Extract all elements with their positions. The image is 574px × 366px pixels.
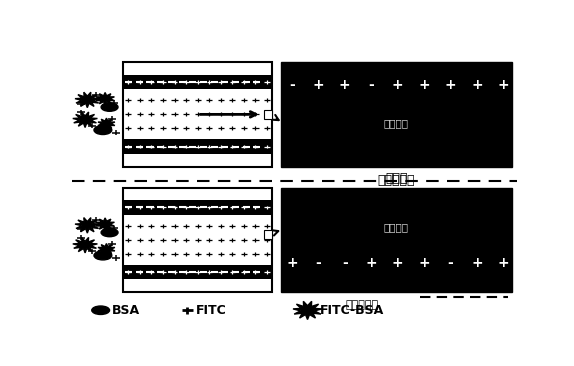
Text: -: -	[342, 256, 348, 270]
Bar	[123, 62, 272, 167]
Text: +: +	[339, 78, 351, 92]
Ellipse shape	[101, 228, 118, 237]
Text: -: -	[448, 256, 453, 270]
Text: FITC-BSA: FITC-BSA	[320, 304, 384, 317]
Text: -: -	[369, 78, 374, 92]
Ellipse shape	[101, 103, 118, 111]
Bar	[123, 75, 272, 89]
Text: +: +	[418, 256, 430, 270]
Text: 负电荷表面: 负电荷表面	[345, 300, 378, 310]
Bar	[281, 62, 512, 167]
Bar	[264, 110, 272, 119]
Text: +: +	[418, 78, 430, 92]
Text: -: -	[316, 256, 321, 270]
Text: 静电层区: 静电层区	[384, 222, 409, 232]
Text: 位阵区: 位阵区	[385, 172, 408, 186]
Text: 自由传输区: 自由传输区	[378, 173, 415, 187]
Text: FITC: FITC	[195, 304, 226, 317]
Text: +: +	[392, 78, 404, 92]
Text: +: +	[498, 78, 509, 92]
Ellipse shape	[92, 306, 110, 314]
Text: 静电层区: 静电层区	[384, 118, 409, 128]
Text: +: +	[471, 256, 483, 270]
Polygon shape	[75, 218, 100, 233]
Text: +: +	[286, 256, 298, 270]
Polygon shape	[96, 218, 114, 230]
Polygon shape	[96, 93, 114, 105]
Polygon shape	[293, 301, 322, 320]
Text: +: +	[366, 256, 377, 270]
Polygon shape	[98, 243, 115, 255]
Ellipse shape	[94, 251, 112, 260]
Bar	[123, 188, 272, 292]
Text: +: +	[313, 78, 324, 92]
Polygon shape	[75, 92, 100, 108]
Bar	[123, 200, 272, 215]
Text: -: -	[289, 78, 295, 92]
Ellipse shape	[94, 126, 112, 135]
Bar	[123, 265, 272, 279]
Text: BSA: BSA	[112, 304, 140, 317]
Bar	[123, 139, 272, 154]
Text: +: +	[471, 78, 483, 92]
Text: +: +	[498, 256, 509, 270]
Bar	[281, 188, 512, 292]
Bar	[264, 231, 272, 239]
Text: +: +	[392, 256, 404, 270]
Polygon shape	[98, 118, 115, 130]
Polygon shape	[73, 112, 98, 127]
Text: +: +	[445, 78, 456, 92]
Polygon shape	[73, 238, 98, 253]
